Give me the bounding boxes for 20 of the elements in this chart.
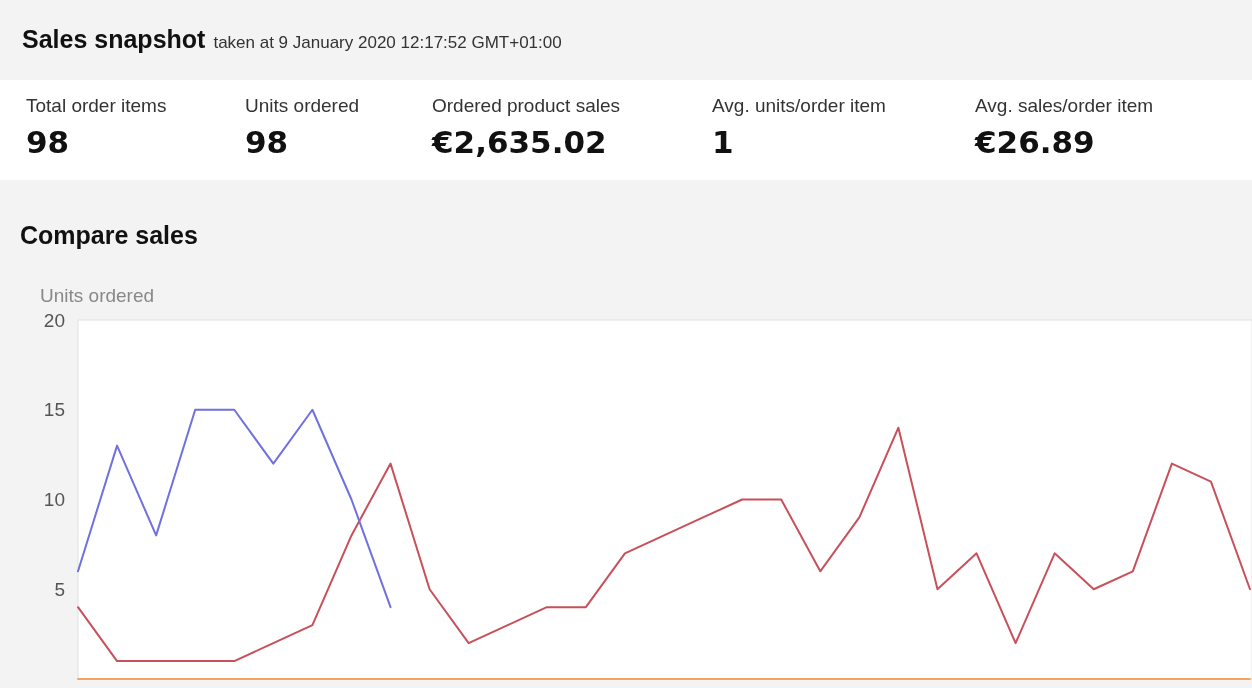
y-tick-label: 20 [43, 309, 65, 331]
y-tick-label: 10 [43, 489, 65, 511]
text: €26.89 [974, 124, 1095, 160]
text: Avg. units/order item [712, 95, 886, 116]
text: Sales snapshot [22, 25, 206, 53]
text: Avg. sales/order item [975, 95, 1154, 116]
line-series [77, 408, 392, 609]
text: 98 [26, 124, 70, 160]
text: 1 [712, 124, 734, 160]
text: €2,635.02 [431, 124, 607, 160]
y-axis-title: Units ordered [40, 285, 155, 306]
text: Units ordered [245, 95, 360, 116]
y-tick-label: 5 [54, 578, 65, 600]
text: taken at 9 January 2020 12:17:52 GMT+01:00 [213, 33, 562, 52]
y-tick-label: 15 [43, 399, 65, 421]
text: Total order items [26, 95, 167, 116]
line-series [77, 426, 1251, 663]
text: 98 [245, 124, 289, 160]
chart-title: Compare sales [20, 221, 198, 249]
text: Ordered product sales [432, 95, 620, 116]
